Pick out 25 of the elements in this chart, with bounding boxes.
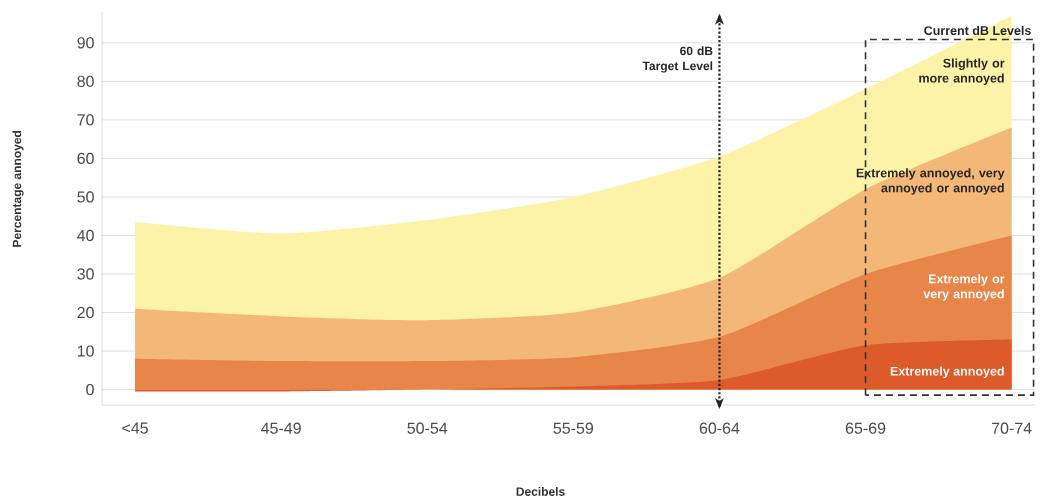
x-tick-label: 65-69: [845, 422, 886, 434]
series-label: Extremely annoyed: [890, 366, 1004, 379]
y-tick-label: 40: [77, 229, 94, 242]
x-tick-label: 60-64: [699, 422, 740, 434]
series-label: Slightly or more annoyed: [919, 58, 1005, 86]
y-tick-label: 90: [77, 37, 94, 49]
y-tick-label: 70: [77, 114, 94, 126]
x-tick-label: <45: [122, 422, 148, 434]
annotation: Current dB Levels: [924, 25, 1031, 35]
x-tick-label: 45-49: [261, 422, 301, 434]
series-label: Extremely annoyed, very annoyed or annoyed: [856, 168, 1005, 195]
y-tick-label: 20: [77, 306, 94, 319]
y-tick-label: 0: [86, 383, 94, 396]
x-axis-title: Decibels: [516, 487, 565, 496]
x-tick-label: 55-59: [553, 422, 594, 434]
y-tick-label: 30: [77, 268, 94, 280]
series-label: Extremely or very annoyed: [923, 274, 1005, 301]
x-tick-label: 50-54: [407, 422, 448, 434]
ref-line-label: 60 dB Target Level: [642, 46, 713, 73]
y-tick-label: 60: [77, 152, 94, 165]
x-tick-label: 70-74: [992, 422, 1032, 434]
y-tick-label: 80: [77, 75, 94, 88]
y-tick-label: 50: [77, 191, 94, 203]
y-tick-label: 10: [77, 345, 94, 357]
y-axis-title: Percentage annoyed: [12, 130, 24, 247]
